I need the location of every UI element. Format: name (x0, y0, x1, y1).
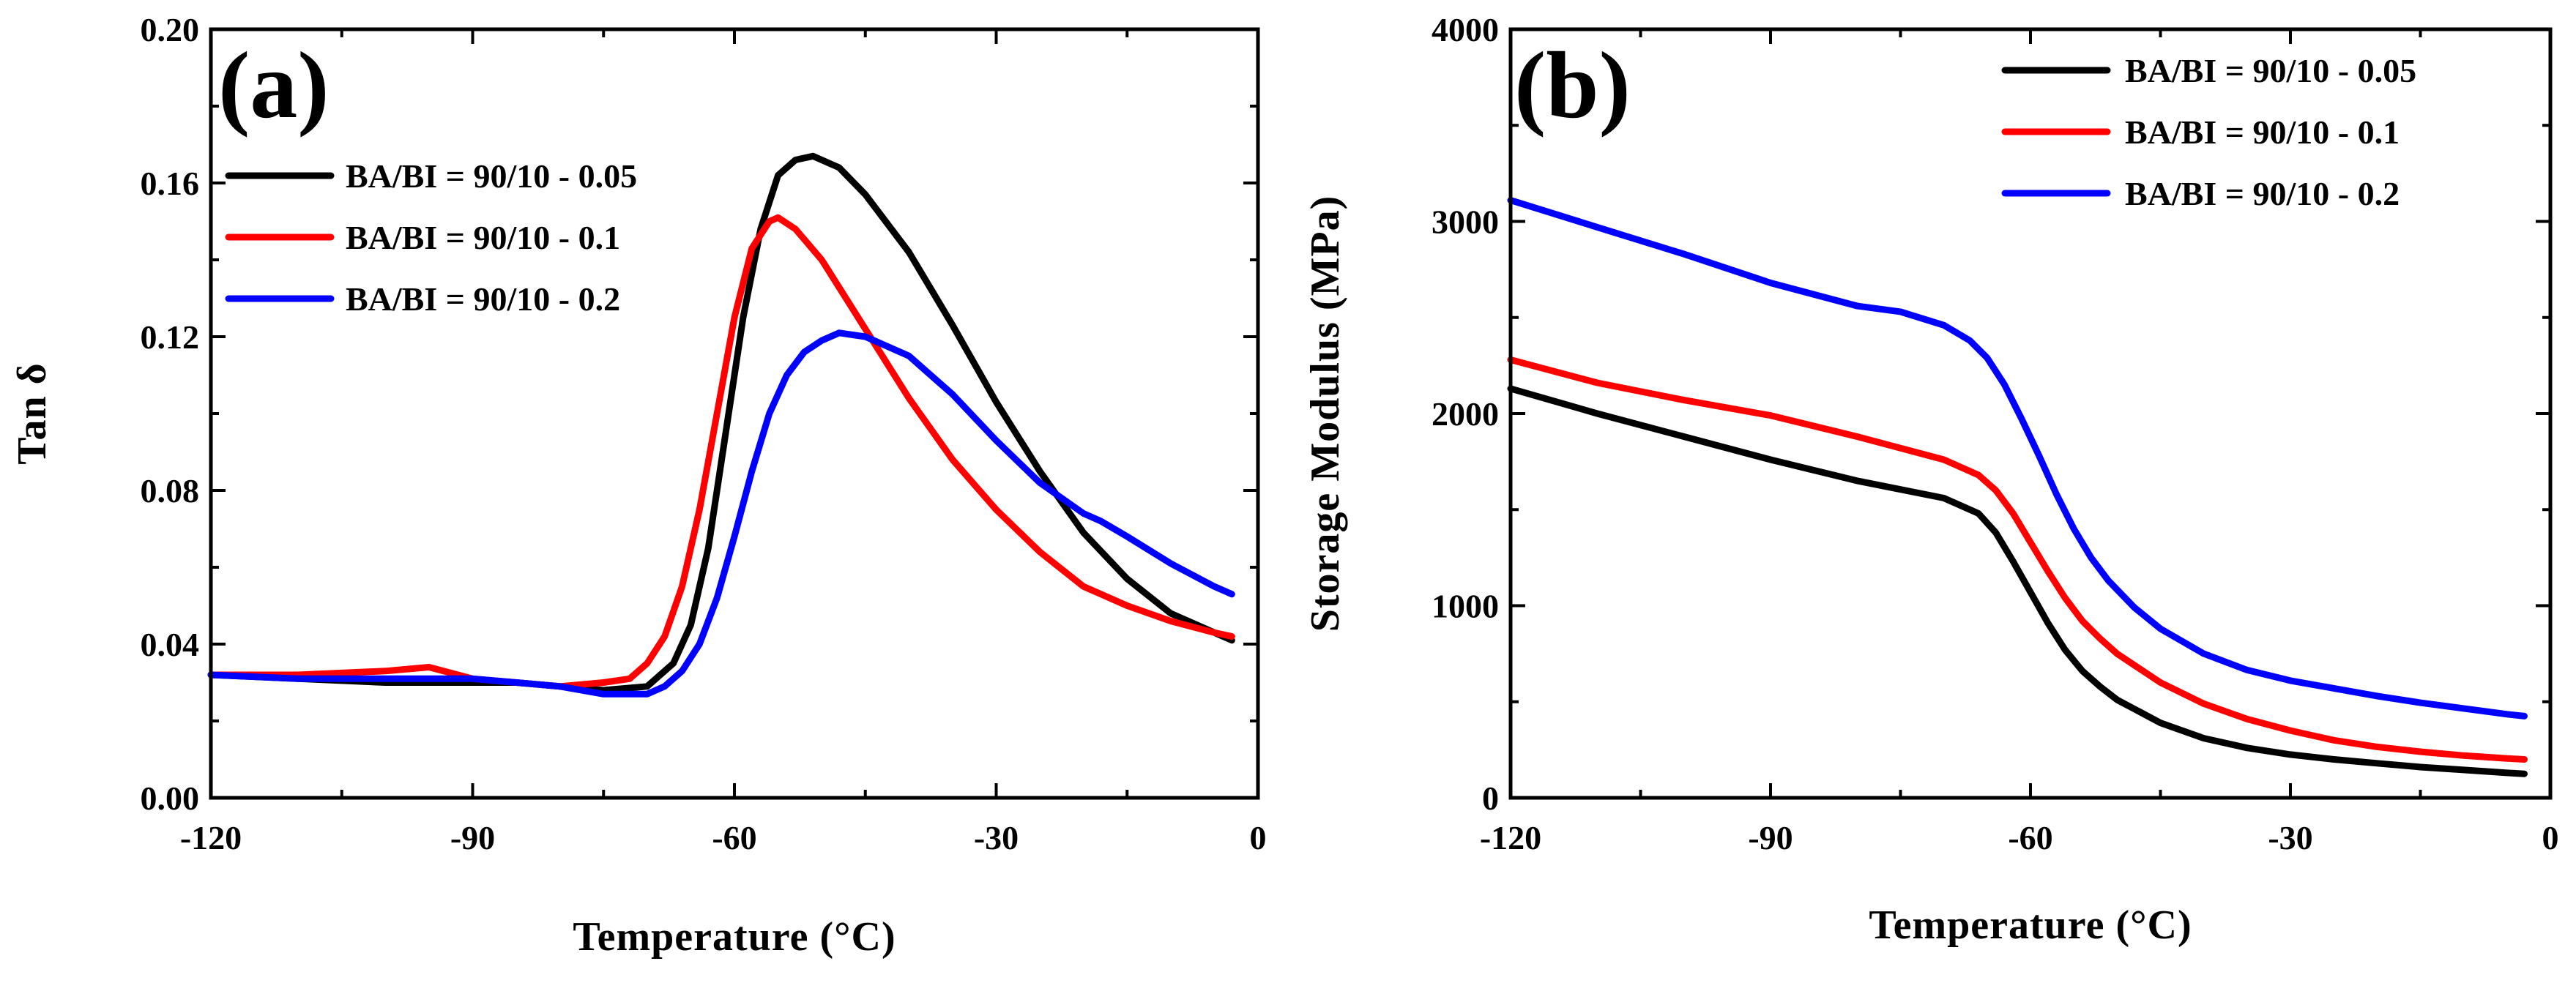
legend: BA/BI = 90/10 - 0.05 BA/BI = 90/10 - 0.1 B… (2001, 52, 2416, 212)
y-axis-title: Tan δ (10, 362, 55, 464)
legend: BA/BI = 90/10 - 0.05 BA/BI = 90/10 - 0.1 B… (225, 157, 637, 318)
y-tick-label: 3000 (1432, 203, 1499, 241)
series-line-ba-bi-90-10-0-1 (1507, 356, 2528, 763)
panel-label: (a) (218, 33, 330, 138)
series-line-ba-bi-90-10-0-2 (1507, 197, 2528, 720)
legend-label: BA/BI = 90/10 - 0.05 (2125, 52, 2416, 89)
y-axis-title: Storage Modulus (MPa) (1303, 195, 1348, 632)
y-tick-label: 0.12 (141, 318, 200, 356)
legend-label: BA/BI = 90/10 - 0.1 (2125, 113, 2400, 151)
y-tick-label: 0.08 (141, 472, 200, 509)
y-tick-label: 1000 (1432, 588, 1499, 625)
legend-label: BA/BI = 90/10 - 0.2 (346, 280, 620, 318)
series-line-ba-bi-90-10-0-2 (207, 329, 1235, 698)
legend-label: BA/BI = 90/10 - 0.05 (346, 157, 637, 195)
y-tick-label: 0 (1482, 780, 1499, 817)
y-tick-label: 0.16 (141, 165, 200, 202)
x-tick-label: -120 (180, 819, 242, 856)
x-axis-title: Temperature (°C) (573, 914, 896, 960)
x-tick-label: -90 (450, 819, 495, 856)
y-tick-label: 0.20 (141, 11, 200, 48)
x-tick-label: -60 (712, 819, 756, 856)
y-tick-label: 4000 (1432, 11, 1499, 48)
panel-label: (b) (1514, 33, 1631, 138)
y-tick-label: 0.04 (141, 626, 200, 663)
y-tick-label: 0.00 (141, 780, 200, 817)
x-tick-label: -30 (974, 819, 1019, 856)
series-line-ba-bi-90-10-0-05 (1507, 385, 2528, 777)
x-tick-label: -90 (1748, 819, 1793, 856)
y-tick-label: 2000 (1432, 395, 1499, 433)
x-tick-label: -60 (2008, 819, 2052, 856)
chart-panel-b: -120 -90 -60 -30 0 0 1000 2000 3000 4000 Temperatu… (1303, 11, 2559, 948)
x-tick-label: 0 (1250, 819, 1267, 856)
x-axis-title: Temperature (°C) (1869, 902, 2192, 948)
chart-panel-a: -120 -90 -60 -30 0 0.00 0.04 0.08 0.12 0.16 0.20 Te… (10, 11, 1267, 960)
legend-label: BA/BI = 90/10 - 0.2 (2125, 175, 2400, 212)
x-tick-label: -30 (2268, 819, 2312, 856)
x-tick-label: -120 (1480, 819, 1541, 856)
x-tick-label: 0 (2542, 819, 2559, 856)
legend-label: BA/BI = 90/10 - 0.1 (346, 219, 620, 256)
